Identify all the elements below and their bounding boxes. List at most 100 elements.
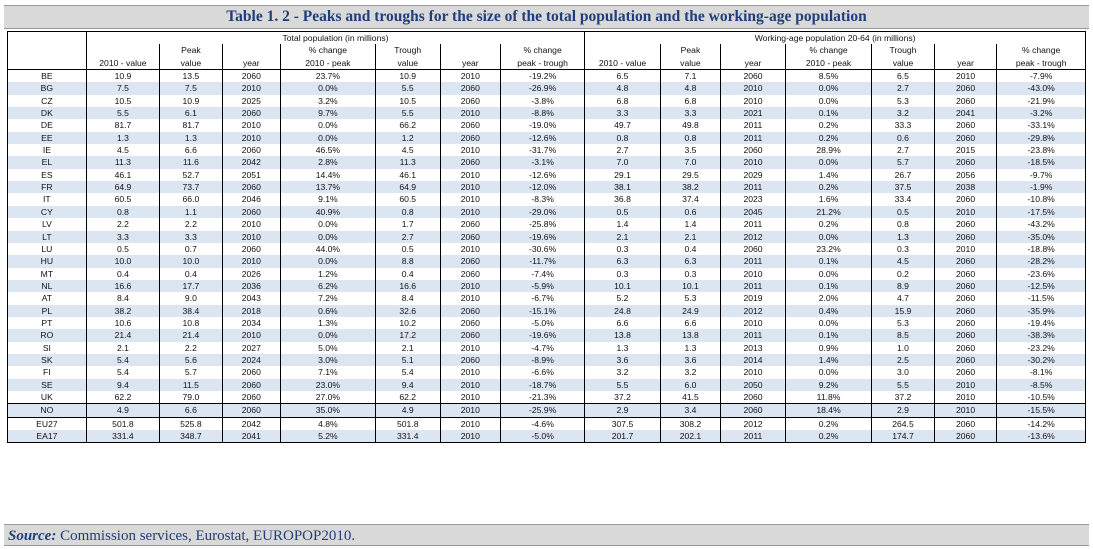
total-population-cell: 5.6 — [159, 353, 223, 367]
working-age-cell: 2060 — [933, 119, 998, 132]
total-population-cell: 2060 — [221, 205, 281, 219]
table-row: DE 81.7 81.7 2010 0.0% 66.2 2060 -19.0% 49.7 49.8… — [7, 119, 1086, 132]
working-age-cell: 2.7 — [871, 82, 935, 95]
total-population-cell: -18.7% — [499, 378, 586, 391]
trough-header: Trough — [374, 44, 441, 57]
working-age-cell: 2010 — [720, 94, 786, 108]
total-population-cell: 2046 — [221, 193, 281, 206]
total-population-cell: -8.8% — [499, 107, 586, 120]
total-population-cell: -12.0% — [499, 181, 586, 194]
total-population-cell: 60.5 — [374, 193, 441, 206]
total-population-cell: 2060 — [439, 156, 502, 169]
working-age-cell: 0.0% — [784, 230, 873, 243]
working-age-cell: 308.2 — [659, 416, 722, 430]
total-population-cell: 7.5 — [159, 82, 223, 95]
total-population-cell: -11.7% — [499, 255, 586, 268]
total-population-cell: 2010 — [439, 242, 502, 256]
working-age-cell: 2.5 — [871, 353, 935, 367]
total-population-cell: 2010 — [221, 329, 281, 342]
working-age-cell: -35.9% — [996, 304, 1086, 317]
pct-change-header: % change — [279, 44, 376, 57]
total-population-cell: 2034 — [221, 316, 281, 330]
working-age-cell: -13.6% — [996, 430, 1086, 444]
total-population-cell: 2010 — [439, 341, 502, 354]
working-age-cell: 2060 — [933, 193, 998, 206]
total-population-cell: -7.4% — [499, 267, 586, 280]
total-population-cell: 1.3 — [159, 131, 223, 145]
total-population-cell: 60.5 — [85, 193, 161, 206]
working-age-cell: 2038 — [933, 181, 998, 194]
working-age-cell: 3.2 — [659, 366, 722, 379]
working-age-cell: 2011 — [720, 279, 786, 293]
working-age-cell: 49.8 — [659, 119, 722, 132]
country-cell: ES — [7, 168, 87, 182]
total-population-cell: 2.2 — [159, 218, 223, 231]
country-cell: SI — [7, 341, 87, 354]
total-population-cell: 27.0% — [279, 390, 376, 404]
country-header — [7, 30, 87, 71]
total-population-cell: 0.0% — [279, 119, 376, 132]
total-population-cell: 0.0% — [279, 230, 376, 243]
total-population-cell: 331.4 — [85, 430, 161, 444]
total-population-cell: -4.6% — [499, 416, 586, 430]
working-age-cell: 2060 — [933, 341, 998, 354]
working-age-cell: 2050 — [720, 378, 786, 391]
total-population-cell: 4.9 — [85, 403, 161, 418]
total-population-cell: 8.8 — [374, 255, 441, 268]
total-population-cell: 2060 — [439, 316, 502, 330]
working-age-cell: 6.3 — [584, 255, 661, 268]
country-cell: DK — [7, 107, 87, 120]
working-age-cell: 2015 — [933, 144, 998, 157]
total-population-cell: 6.2% — [279, 279, 376, 293]
working-age-cell: 2060 — [933, 279, 998, 293]
total-population-cell: 2010 — [439, 193, 502, 206]
working-age-cell: 5.3 — [871, 316, 935, 330]
country-cell: LT — [7, 230, 87, 243]
working-age-cell: 49.7 — [584, 119, 661, 132]
working-age-cell: 7.0 — [659, 156, 722, 169]
table-row: LV 2.2 2.2 2010 0.0% 1.7 2060 -25.8% 1.4 1.4 2011 0… — [7, 218, 1086, 231]
total-population-cell: 46.5% — [279, 144, 376, 157]
total-population-cell: 5.5 — [374, 107, 441, 120]
total-population-cell: 5.4 — [85, 366, 161, 379]
total-population-cell: 7.5 — [85, 82, 161, 95]
total-population-cell: 4.8% — [279, 416, 376, 430]
total-population-cell: 2043 — [221, 292, 281, 305]
working-age-cell: 4.5 — [871, 255, 935, 268]
col-peak-year-header: year — [720, 56, 786, 71]
total-population-cell: 9.4 — [85, 378, 161, 391]
country-cell: PT — [7, 316, 87, 330]
working-age-cell: -17.5% — [996, 205, 1086, 219]
total-population-cell: 0.4 — [85, 267, 161, 280]
total-population-cell: 2010 — [221, 131, 281, 145]
working-age-cell: 5.5 — [871, 378, 935, 391]
working-age-cell: 0.3 — [871, 242, 935, 256]
country-cell: EU27 — [7, 416, 87, 430]
total-population-cell: 2060 — [439, 267, 502, 280]
working-age-cell: 4.8 — [584, 82, 661, 95]
working-age-cell: 3.0 — [871, 366, 935, 379]
total-population-cell: -31.7% — [499, 144, 586, 157]
total-population-cell: 3.3 — [159, 230, 223, 243]
working-age-cell: 0.2% — [784, 131, 873, 145]
total-population-cell: 1.2 — [374, 131, 441, 145]
working-age-cell: -30.2% — [996, 353, 1086, 367]
table-header: Total population (in millions) Working-a… — [7, 30, 1086, 71]
total-population-cell: -5.0% — [499, 430, 586, 444]
total-population-cell: 10.2 — [374, 316, 441, 330]
table-row: CY 0.8 1.1 2060 40.9% 0.8 2010 -29.0% 0.5 0.6 2045… — [7, 205, 1086, 219]
working-age-cell: 2060 — [933, 353, 998, 367]
working-age-cell: 37.4 — [659, 193, 722, 206]
total-population-cell: 2060 — [439, 255, 502, 268]
total-population-cell: 2060 — [439, 230, 502, 243]
total-population-cell: 11.3 — [374, 156, 441, 169]
working-age-cell: 24.8 — [584, 304, 661, 317]
working-age-cell: 2010 — [720, 82, 786, 95]
working-age-cell: -18.5% — [996, 156, 1086, 169]
country-cell: NL — [7, 279, 87, 293]
total-population-cell: 2010 — [439, 168, 502, 182]
working-age-cell: -28.2% — [996, 255, 1086, 268]
working-age-cell: 18.4% — [784, 403, 873, 418]
total-population-cell: 2060 — [221, 390, 281, 404]
working-age-cell: 2.9 — [871, 403, 935, 418]
